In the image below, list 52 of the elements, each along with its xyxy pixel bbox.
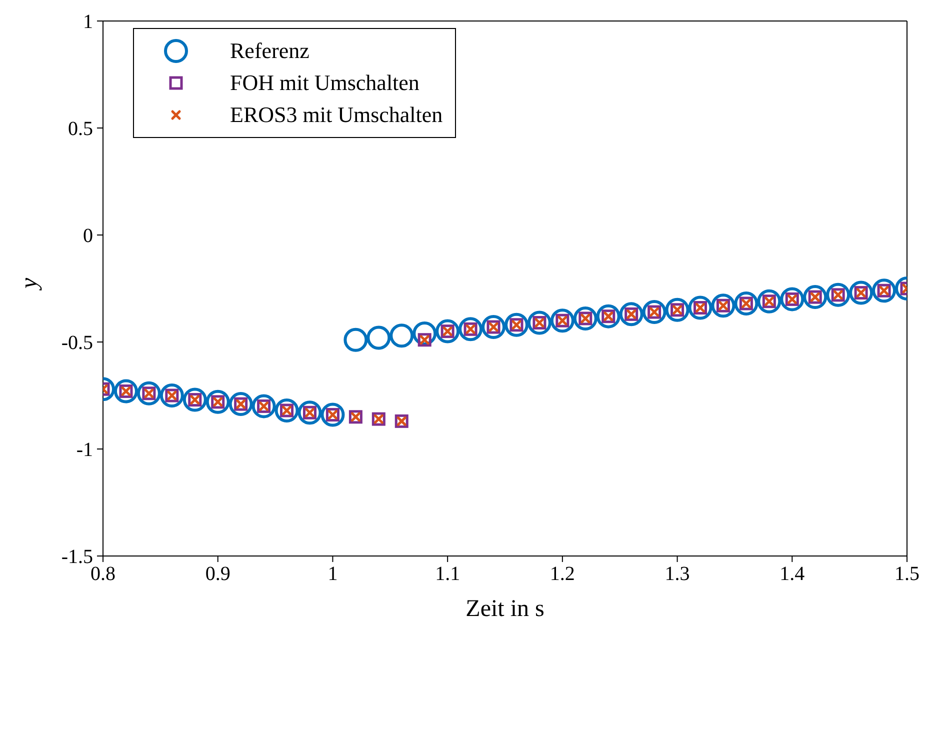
point (780, 287, 804, 312)
x-axis-title: Zeit in s (466, 596, 544, 622)
x-tick-label: 1.3 (664, 563, 690, 586)
legend-label: Referenz (230, 38, 310, 64)
point (390, 324, 414, 348)
legend-label: EROS3 mit Umschalten (230, 102, 443, 128)
point (527, 310, 552, 335)
point (320, 402, 345, 427)
y-tick-label: 1 (83, 11, 93, 34)
y-tick-label: -0.5 (61, 332, 93, 354)
y-tick-label: 0 (83, 225, 93, 248)
point (436, 319, 460, 344)
point (803, 285, 828, 310)
point (344, 328, 368, 352)
point (596, 304, 620, 328)
point (252, 394, 276, 418)
point (573, 306, 598, 330)
point (849, 280, 874, 305)
legend-label: FOH mit Umschalten (230, 70, 420, 96)
point (826, 282, 850, 307)
point (757, 289, 782, 314)
point (114, 379, 138, 404)
point (458, 317, 483, 342)
point (734, 291, 758, 316)
y-tick-label: 0.5 (68, 118, 93, 140)
point (182, 388, 207, 412)
point (160, 384, 184, 408)
x-tick-label: 1.5 (894, 563, 920, 586)
point (642, 300, 666, 324)
point (550, 308, 574, 333)
y-tick-label: -1 (76, 439, 93, 462)
point (206, 390, 230, 414)
point (619, 302, 644, 326)
x-tick-label: 1.4 (780, 563, 805, 586)
point (228, 392, 253, 416)
point (482, 315, 506, 340)
point (711, 294, 736, 318)
x-tick-label: 1.2 (550, 563, 575, 586)
point (504, 312, 528, 337)
point (872, 278, 896, 303)
x-tick-label: 0.8 (90, 563, 116, 586)
x-tick-label: 1 (328, 563, 338, 586)
x-tick-label: 1.1 (435, 563, 460, 586)
point (665, 298, 690, 322)
x-tick-label: 0.9 (205, 563, 230, 586)
point (136, 381, 161, 406)
point (688, 296, 712, 320)
point (366, 326, 391, 350)
point (274, 398, 299, 422)
point (298, 400, 322, 425)
y-tick-label: -1.5 (61, 546, 93, 568)
y-axis-title: y (16, 278, 43, 290)
